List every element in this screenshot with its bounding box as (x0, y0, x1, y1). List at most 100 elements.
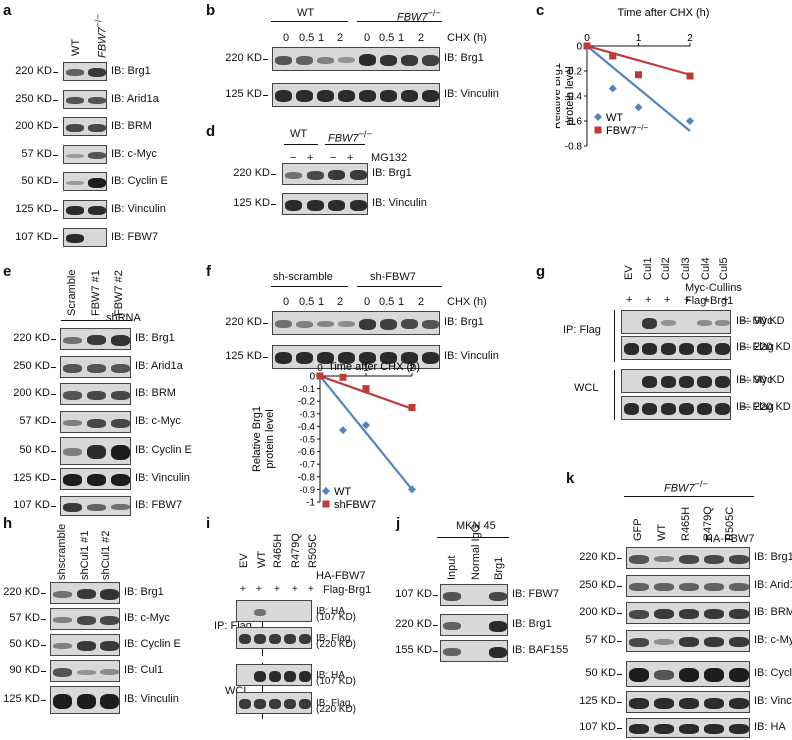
blot-band (317, 90, 334, 102)
molecular-weight-label: 107 KD (395, 588, 432, 600)
weight-tick (263, 323, 268, 324)
molecular-weight-label: (220 KD) (316, 704, 357, 715)
blot-band (53, 643, 72, 649)
blot-band (629, 668, 649, 682)
blot-band (679, 555, 699, 564)
blot-band (661, 343, 676, 355)
y-tick-label: -0.8 (298, 472, 316, 483)
blot-band (63, 337, 82, 344)
legend-label-text: WT (334, 486, 351, 498)
group-label: WT (290, 128, 308, 140)
data-point (686, 72, 694, 80)
legend-marker (322, 487, 330, 495)
molecular-weight-label: 220 KD (233, 167, 270, 179)
weight-tick (51, 394, 56, 395)
blot-band (443, 592, 461, 601)
blot-band (317, 352, 334, 364)
antibody-label: IB: Flag (316, 633, 351, 644)
y-tick-label: -0.5 (299, 435, 315, 445)
blot-band (63, 448, 82, 456)
blot-band (338, 90, 355, 102)
blot-image (621, 310, 731, 334)
lane-label: 2 (337, 32, 344, 44)
data-point (609, 52, 617, 60)
blot-band (77, 589, 96, 599)
blot-band (729, 555, 749, 564)
blot-band (729, 609, 749, 619)
blot-band (704, 668, 724, 682)
blot-band (53, 694, 72, 709)
blot-image (272, 83, 440, 107)
blot-band (380, 352, 397, 364)
cell-line-label: MKN 45 (456, 520, 496, 532)
antibody-label: IB: Vinculin (124, 693, 179, 705)
blot-band (87, 391, 106, 400)
weight-tick (53, 99, 58, 101)
blot-image (626, 602, 750, 624)
blot-band (275, 352, 292, 364)
group-underline (271, 21, 348, 22)
blot-band (269, 699, 281, 709)
weight-tick (51, 479, 56, 480)
blot-band (88, 206, 106, 215)
molecular-weight-label: 107 KD (579, 721, 616, 733)
y-tick-label: -0.2 (298, 397, 316, 408)
blot-band (401, 90, 418, 102)
blot-image (236, 692, 312, 714)
y-tick-label: -0.7 (299, 460, 315, 470)
lane-label: + (722, 294, 729, 306)
wcl-bracket (262, 663, 263, 719)
data-point (635, 71, 642, 79)
blot-band (642, 403, 657, 415)
blot-band (296, 90, 313, 102)
group-underline (437, 537, 509, 538)
blot-band (729, 668, 749, 682)
y-axis-label-line: Relative Brg1 (251, 406, 263, 472)
y-tick-label: 0 (576, 42, 582, 53)
lane-label: WT (70, 38, 82, 56)
lane-label: 2 (418, 32, 425, 44)
y-tick-label: 0 (309, 372, 315, 383)
data-point (583, 42, 591, 50)
blot-band (715, 320, 730, 326)
blot-band (66, 206, 84, 215)
antibody-label: IB: Brg1 (372, 167, 412, 179)
blot-image (50, 686, 120, 714)
data-point (362, 385, 370, 393)
blot-band (307, 200, 324, 211)
lane-label: shCul1 #2 (100, 530, 112, 580)
antibody-label: IB: BRM (135, 387, 176, 399)
x-tick-label: 0 (317, 363, 323, 374)
antibody-label: IB: c-Myc (754, 634, 792, 646)
blot-image (621, 369, 731, 393)
blot-band (275, 90, 292, 102)
blot-band (679, 698, 699, 709)
panel-letter-h: h (3, 515, 13, 532)
blot-band (729, 724, 749, 734)
blot-band (422, 320, 439, 329)
y-tick-label: -0.9 (299, 485, 315, 495)
blot-band (111, 445, 130, 460)
blot-band (380, 319, 397, 330)
antibody-label: IB: Brg1 (124, 586, 164, 598)
blot-image (626, 661, 750, 687)
blot-image (626, 718, 750, 738)
group-label: sh-scramble (273, 271, 333, 283)
molecular-weight-label: 220 KD (225, 52, 262, 64)
blot-band (679, 376, 694, 388)
blot-band (704, 583, 724, 591)
molecular-weight-label: — 220 KD (740, 341, 791, 353)
molecular-weight-label: 90 KD (9, 664, 40, 676)
blot-band (697, 403, 712, 415)
lane-label: 0 (364, 296, 371, 308)
blot-band (317, 57, 334, 64)
blot-band (704, 724, 724, 734)
weight-tick (53, 154, 58, 156)
lane-label: + (256, 584, 262, 595)
blot-band (77, 694, 96, 709)
lane-label: FBW7 #1 (90, 270, 102, 316)
blot-band (87, 335, 106, 345)
antibody-label: IB: FBW7 (111, 230, 159, 243)
blot-band (642, 343, 657, 355)
